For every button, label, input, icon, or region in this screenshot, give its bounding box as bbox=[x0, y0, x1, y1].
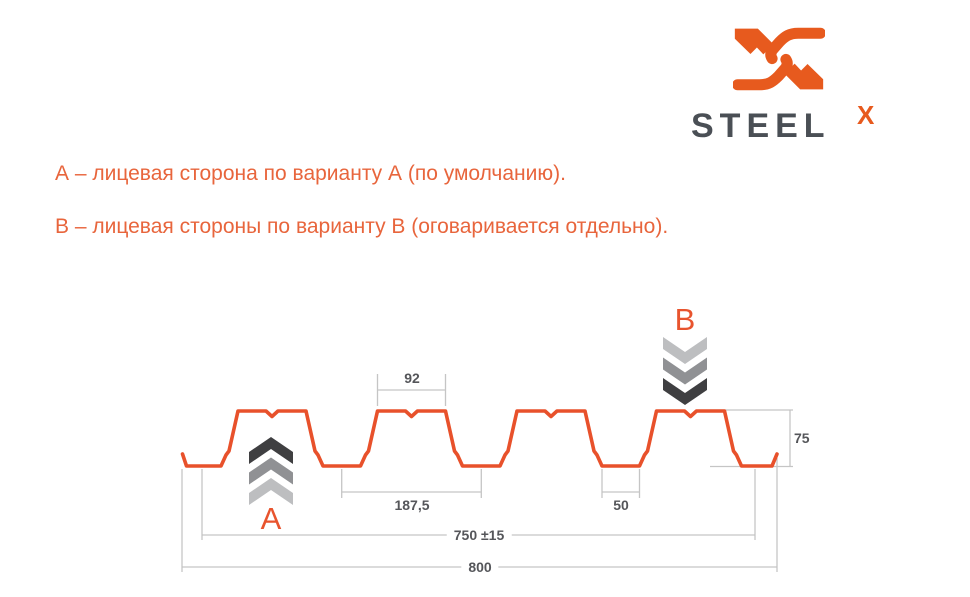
dim-label-rib-pitch: 187,5 bbox=[394, 497, 430, 513]
variant-a-chevrons-icon bbox=[249, 437, 293, 505]
logo-s-upper bbox=[765, 27, 825, 65]
caption-variant-a: А – лицевая сторона по варианту А (по ум… bbox=[55, 162, 566, 185]
dim-label-cover-width: 750 ±15 bbox=[446, 527, 512, 543]
dim-label-total-width: 800 bbox=[461, 559, 499, 575]
caption-variant-b: В – лицевая стороны по варианту В (огова… bbox=[55, 215, 669, 238]
logo-mark-icon bbox=[733, 27, 825, 91]
logo-topleft-wedge bbox=[734, 28, 774, 55]
dim-label-crest-width: 92 bbox=[404, 370, 420, 386]
dim-label-valley-width: 50 bbox=[613, 497, 629, 513]
logo-bottomright-wedge bbox=[784, 63, 824, 90]
dim-label-profile-height: 75 bbox=[794, 430, 810, 446]
profile-outline bbox=[180, 409, 779, 468]
variant-b-chevrons-icon bbox=[663, 337, 707, 405]
dimension-lines bbox=[181, 374, 793, 572]
variant-a-label: А bbox=[260, 501, 282, 536]
brand-superscript: X bbox=[857, 100, 875, 130]
logo-s-lower bbox=[733, 53, 793, 91]
brand-text: STEEL bbox=[691, 107, 831, 145]
variant-b-label: В bbox=[674, 302, 696, 337]
